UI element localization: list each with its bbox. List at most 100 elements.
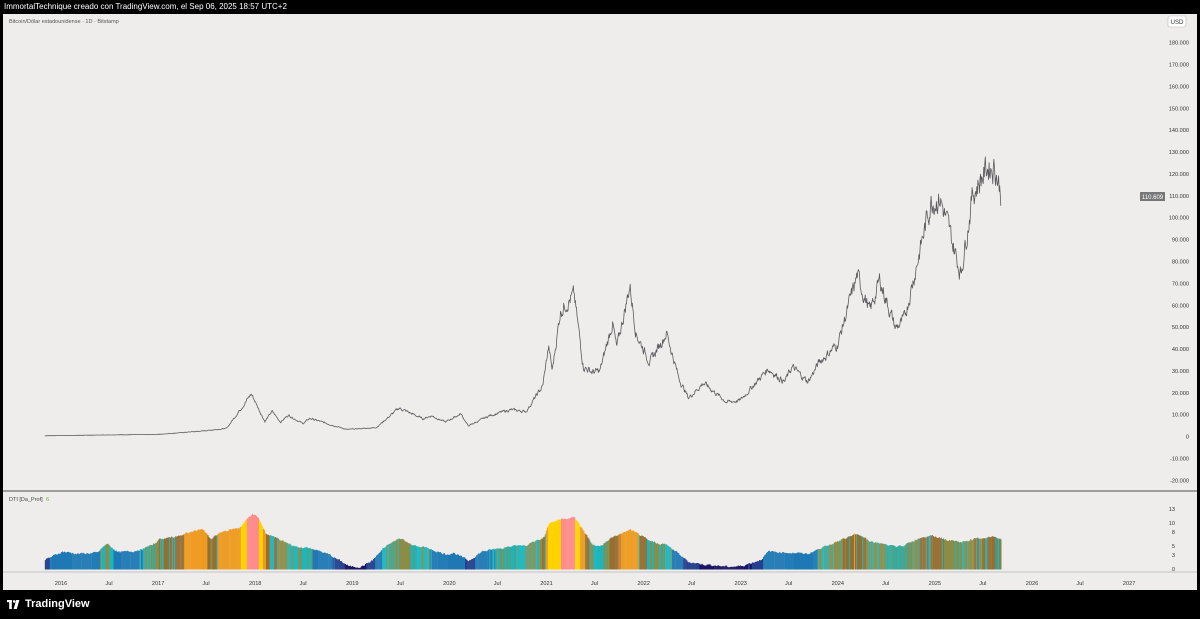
dti-bar <box>300 547 302 570</box>
dti-bar <box>156 541 159 570</box>
dti-bar <box>627 530 629 570</box>
dti-bar <box>931 535 933 570</box>
dti-bar <box>181 535 183 570</box>
dti-bar <box>802 553 804 570</box>
dti-bar <box>642 536 644 570</box>
dti-bar <box>653 541 656 570</box>
dti-bar <box>267 534 269 570</box>
dti-bar <box>622 532 624 570</box>
dti-bar <box>880 543 882 570</box>
currency-button[interactable]: USD <box>1167 15 1187 28</box>
dti-bar <box>674 551 676 570</box>
dti-bar <box>254 515 257 570</box>
dti-bar <box>272 536 274 570</box>
dti-bar <box>449 554 452 570</box>
dti-bar <box>343 563 345 570</box>
time-tick-label: 2023 <box>734 581 746 587</box>
dti-bar <box>372 560 374 570</box>
dti-bar <box>228 529 230 570</box>
dti-bar <box>333 557 335 570</box>
time-tick-label: Jul <box>494 581 501 587</box>
chart-frame[interactable]: Bitcoin/Dólar estadounidense · 1D · Bits… <box>3 14 1197 590</box>
dti-bar <box>330 556 332 570</box>
dti-bar <box>275 537 277 570</box>
dti-bar <box>471 559 473 570</box>
dti-bar <box>945 540 948 570</box>
dti-bar <box>239 527 241 570</box>
dti-bar <box>858 534 860 570</box>
dti-bar <box>772 551 774 570</box>
dti-bar <box>747 563 750 570</box>
dti-bar <box>787 553 789 570</box>
dti-bar <box>807 554 809 570</box>
dti-bar <box>756 561 758 570</box>
dti-bar <box>570 517 572 570</box>
dti-bar <box>92 552 94 570</box>
dti-bar <box>848 536 851 570</box>
dti-bar <box>248 516 250 570</box>
price-tick-label: 170.000 <box>1169 63 1189 69</box>
dti-bar <box>784 553 786 570</box>
price-axis[interactable]: 180.000 170.000 160.000 150.000 140.000 130.0… <box>1169 41 1189 485</box>
dti-bar <box>729 567 731 570</box>
dti-bar <box>818 548 820 570</box>
dti-bar <box>52 555 55 570</box>
dti-bar <box>191 531 193 570</box>
dti-bar <box>909 542 911 570</box>
dti-bar <box>764 555 766 570</box>
dti-bar <box>691 563 693 570</box>
dti-bar <box>543 536 545 570</box>
time-axis[interactable]: 2016 Jul 2017 Jul 2018 Jul 2019 Jul 2020 Jul 2021 J… <box>55 581 1136 587</box>
dti-bar <box>759 560 761 570</box>
dti-bar <box>420 547 422 570</box>
dti-bar <box>805 553 807 570</box>
dti-bar <box>247 517 249 570</box>
dti-bar <box>268 534 270 570</box>
dti-bar <box>579 525 581 570</box>
dti-bar <box>319 551 321 570</box>
dti-bar <box>590 542 592 570</box>
dti-bar <box>562 518 564 570</box>
dti-bar <box>617 535 619 570</box>
dti-bar <box>113 549 115 570</box>
dti-bar <box>427 548 429 570</box>
dti-bar <box>947 540 950 570</box>
dti-bar <box>576 520 578 570</box>
dti-bar <box>602 545 604 570</box>
dti-bar <box>350 566 353 570</box>
dti-bar <box>376 555 378 570</box>
dti-bar <box>304 547 306 570</box>
dti-bar <box>484 551 486 570</box>
dti-bar <box>325 553 327 570</box>
dti-bar <box>366 563 368 570</box>
dti-bar <box>282 540 284 570</box>
dti-bar <box>387 544 389 570</box>
dti-bar <box>285 542 287 570</box>
dti-bar <box>553 521 556 570</box>
dti-bar <box>489 549 491 570</box>
dti-bar <box>185 532 187 570</box>
dti-bar <box>308 548 310 570</box>
dti-bar <box>777 552 779 570</box>
dti-bar <box>173 537 175 570</box>
dti-bar <box>80 553 82 570</box>
dti-bar <box>102 546 104 570</box>
dti-bar <box>659 544 661 570</box>
time-tick-label: Jul <box>688 581 695 587</box>
dti-bar <box>424 547 426 570</box>
chart-canvas[interactable]: Bitcoin/Dólar estadounidense · 1D · Bits… <box>3 14 1197 590</box>
dti-bar <box>269 535 271 570</box>
dti-bar <box>172 537 174 570</box>
dti-bar <box>433 551 435 570</box>
dti-bar <box>575 519 577 570</box>
dti-bar <box>922 537 924 570</box>
dti-bar <box>875 542 877 570</box>
dti-axis[interactable]: 13 10 8 5 3 0 <box>1169 507 1175 573</box>
dti-bar <box>544 534 546 570</box>
dti-bar <box>962 541 964 570</box>
dti-bar <box>833 542 835 570</box>
dti-bar <box>578 522 580 570</box>
dti-bar <box>392 541 394 570</box>
dti-bar <box>789 553 791 570</box>
dti-bar <box>480 552 482 570</box>
